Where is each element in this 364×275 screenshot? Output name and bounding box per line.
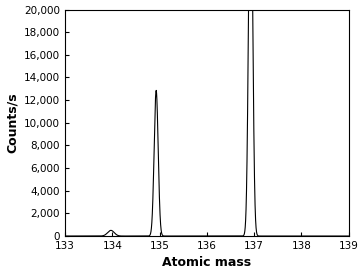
X-axis label: Atomic mass: Atomic mass — [162, 257, 252, 269]
Y-axis label: Counts/s: Counts/s — [5, 92, 19, 153]
